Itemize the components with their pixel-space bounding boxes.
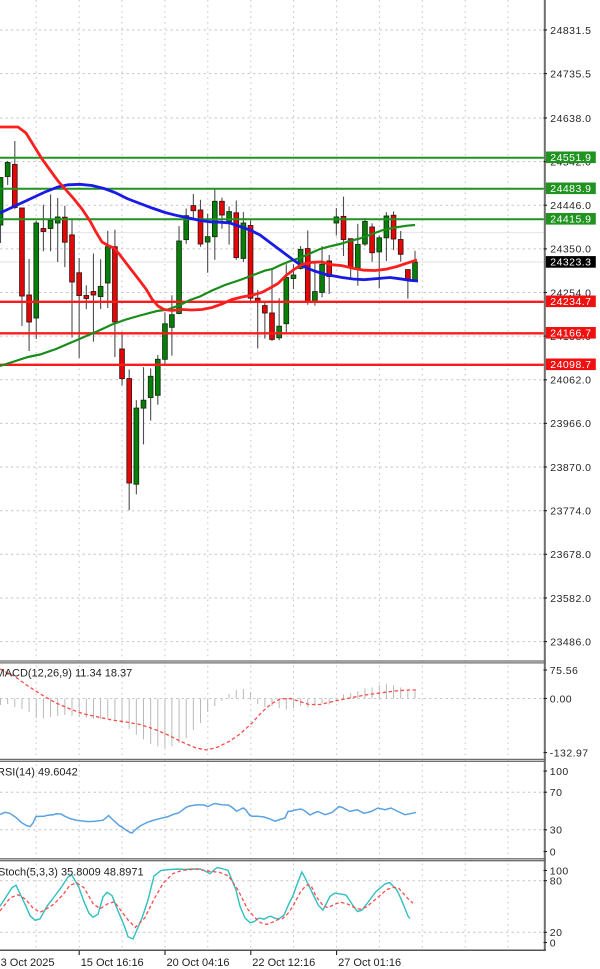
- svg-text:24735.5: 24735.5: [550, 68, 591, 80]
- svg-text:24551.9: 24551.9: [550, 152, 591, 164]
- svg-text:0.00: 0.00: [550, 693, 572, 705]
- svg-text:30: 30: [550, 825, 563, 837]
- svg-text:24350.0: 24350.0: [550, 244, 591, 256]
- svg-text:23774.0: 23774.0: [550, 506, 591, 518]
- svg-text:20 Oct 04:16: 20 Oct 04:16: [167, 957, 230, 969]
- svg-text:75.56: 75.56: [550, 665, 579, 677]
- svg-text:13 Oct 2025: 13 Oct 2025: [0, 957, 54, 969]
- svg-text:15 Oct 16:16: 15 Oct 16:16: [81, 957, 144, 969]
- svg-text:22 Oct 12:16: 22 Oct 12:16: [252, 957, 315, 969]
- svg-text:0: 0: [550, 937, 556, 949]
- svg-text:24098.7: 24098.7: [550, 359, 591, 371]
- svg-text:23966.0: 23966.0: [550, 418, 591, 430]
- svg-text:100: 100: [550, 766, 569, 778]
- svg-text:24483.9: 24483.9: [550, 183, 591, 195]
- svg-text:23870.0: 23870.0: [550, 462, 591, 474]
- svg-text:20: 20: [550, 927, 563, 939]
- svg-text:27 Oct 01:16: 27 Oct 01:16: [338, 957, 401, 969]
- svg-text:0: 0: [550, 846, 556, 858]
- svg-text:80: 80: [550, 876, 563, 888]
- svg-text:23486.0: 23486.0: [550, 636, 591, 648]
- svg-text:100: 100: [550, 865, 569, 877]
- svg-text:-132.97: -132.97: [550, 747, 589, 759]
- svg-text:23582.0: 23582.0: [550, 593, 591, 605]
- svg-text:24831.5: 24831.5: [550, 25, 591, 37]
- svg-text:RSI(14) 49.6042: RSI(14) 49.6042: [0, 767, 78, 779]
- svg-text:MACD(12,26,9) 11.34 18.37: MACD(12,26,9) 11.34 18.37: [0, 668, 132, 680]
- svg-text:Stoch(5,3,3) 35.8009 48.8971: Stoch(5,3,3) 35.8009 48.8971: [0, 867, 144, 879]
- svg-text:24166.7: 24166.7: [550, 328, 591, 340]
- svg-text:23678.0: 23678.0: [550, 549, 591, 561]
- svg-text:24446.0: 24446.0: [550, 200, 591, 212]
- svg-text:24323.3: 24323.3: [550, 257, 591, 269]
- svg-text:70: 70: [550, 787, 563, 799]
- svg-text:24062.0: 24062.0: [550, 375, 591, 387]
- svg-text:24415.9: 24415.9: [550, 214, 591, 226]
- svg-text:24234.7: 24234.7: [550, 296, 591, 308]
- svg-text:24638.0: 24638.0: [550, 113, 591, 125]
